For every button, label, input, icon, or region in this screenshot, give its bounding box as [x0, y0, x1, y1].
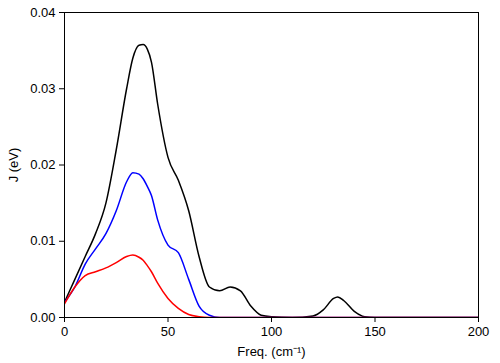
svg-text:150: 150 [364, 324, 386, 339]
svg-text:50: 50 [161, 324, 175, 339]
svg-text:J (eV): J (eV) [6, 148, 21, 183]
svg-text:0.03: 0.03 [30, 81, 55, 96]
svg-text:0.02: 0.02 [30, 157, 55, 172]
svg-text:0.04: 0.04 [30, 5, 55, 20]
svg-text:200: 200 [468, 324, 490, 339]
svg-text:100: 100 [261, 324, 283, 339]
svg-text:0: 0 [61, 324, 68, 339]
svg-text:0.00: 0.00 [30, 310, 55, 325]
svg-text:Freq. (cm⁻¹): Freq. (cm⁻¹) [237, 344, 305, 359]
svg-text:0.01: 0.01 [30, 233, 55, 248]
